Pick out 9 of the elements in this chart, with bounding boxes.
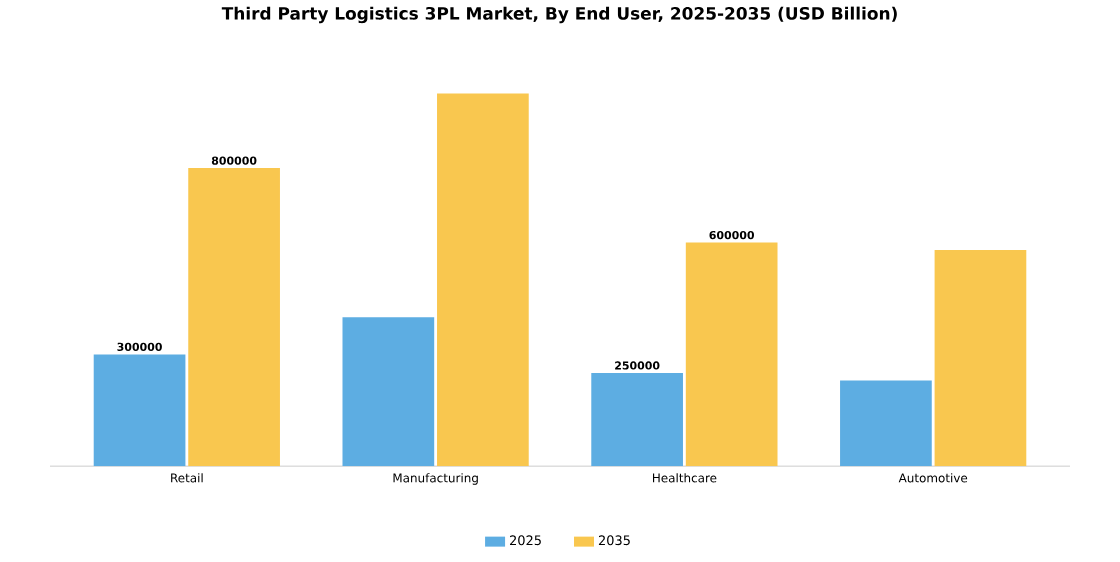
bar xyxy=(93,354,186,467)
bar xyxy=(188,168,280,467)
bar xyxy=(685,242,778,467)
bar xyxy=(934,250,1027,467)
bar xyxy=(342,317,435,467)
bar xyxy=(437,93,529,467)
bar xyxy=(840,380,932,467)
bar xyxy=(591,372,683,467)
chart-title: Third Party Logistics 3PL Market, By End User, 2025-2035 (USD Billion) xyxy=(221,6,897,24)
